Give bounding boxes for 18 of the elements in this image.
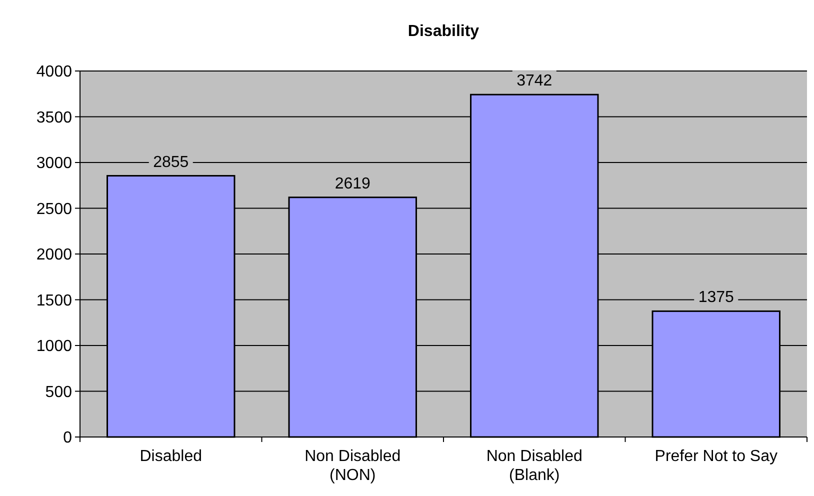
data-label: 2855 <box>153 154 189 171</box>
x-tick-label: Non Disabled (Blank) <box>486 448 582 484</box>
y-tick-label: 0 <box>63 430 72 447</box>
x-tick-label: Disabled <box>140 448 202 465</box>
y-tick-label: 1000 <box>36 338 72 356</box>
y-tick-label: 500 <box>45 384 72 401</box>
x-tick-label: Non Disabled (NON) <box>304 448 401 484</box>
y-tick-label: 3500 <box>36 109 72 126</box>
data-label: 1375 <box>698 289 734 306</box>
y-tick-label: 3000 <box>36 155 72 172</box>
y-tick-label: 2500 <box>36 200 72 218</box>
y-tick-label: 2000 <box>36 246 72 264</box>
data-label: 2619 <box>334 175 371 192</box>
y-tick-label: 4000 <box>36 64 72 81</box>
y-tick-label: 1500 <box>36 292 72 310</box>
chart-title: Disability <box>408 23 480 40</box>
data-label: 3742 <box>516 72 552 90</box>
x-tick-label: Prefer Not to Say <box>654 448 778 465</box>
